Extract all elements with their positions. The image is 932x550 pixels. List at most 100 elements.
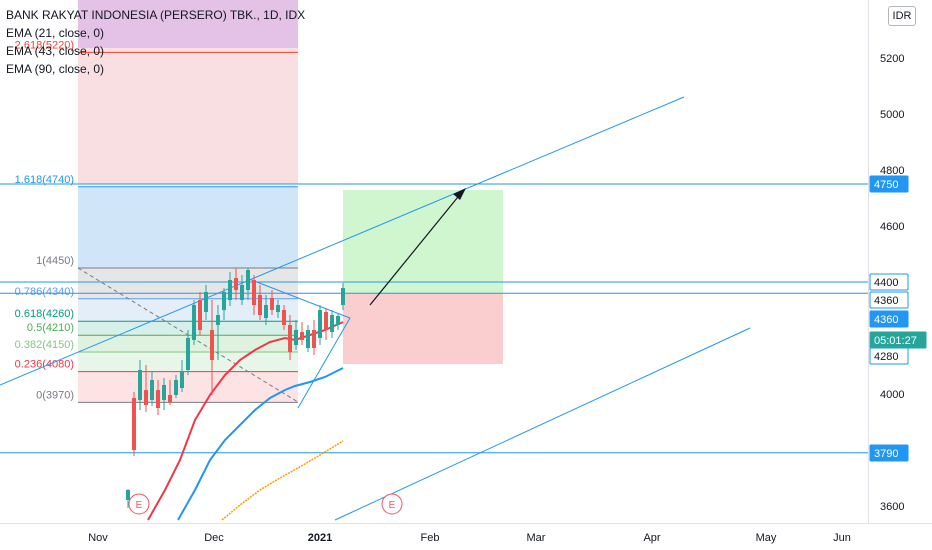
candle-body-23 [264, 305, 268, 318]
y-tick-5000: 5000 [880, 109, 904, 121]
candle-body-24 [270, 298, 274, 310]
ema-43-line [177, 367, 344, 521]
price-label-bg-2 [869, 291, 909, 309]
x-tick-3: Feb [421, 532, 440, 544]
candle-body-8 [174, 380, 178, 395]
currency-button[interactable]: IDR [888, 6, 916, 26]
y-tick-4800: 4800 [880, 165, 904, 177]
candle-body-30 [306, 330, 310, 348]
fib-zone-0618 [78, 321, 298, 336]
candle-body-28 [294, 330, 298, 345]
triangle-pattern [248, 278, 351, 409]
candle-body-31 [312, 330, 316, 348]
candle-body-27 [288, 325, 292, 352]
candle-body-35 [336, 316, 340, 325]
candle-body-20 [246, 270, 250, 290]
candle-body-11 [192, 305, 196, 340]
candle-body-19 [240, 285, 244, 300]
candle-body-15 [216, 315, 220, 325]
x-tick-2: 2021 [308, 532, 332, 544]
candle-body-29 [300, 332, 304, 340]
candle-body-4 [150, 380, 154, 400]
fib-zone-0786 [78, 298, 298, 322]
projection-arrow [369, 191, 463, 306]
x-tick-5: Apr [643, 532, 660, 544]
price-label-4: 05:01:27 [869, 331, 927, 349]
candle-body-32 [318, 310, 322, 338]
x-tick-4: Mar [527, 532, 546, 544]
candle-body-33 [324, 312, 328, 330]
price-label-bg-1 [869, 273, 909, 291]
price-label-1: 4400 [869, 273, 909, 291]
price-label-2: 4360 [869, 291, 909, 309]
candle-body-5 [156, 390, 160, 408]
candle-body-18 [234, 278, 238, 290]
price-axis-separator [868, 0, 869, 523]
fib-zone-0236 [78, 371, 298, 403]
x-tick-7: Jun [833, 532, 851, 544]
target-zone [343, 190, 503, 294]
price-label-bg-6 [869, 444, 909, 462]
candle-body-1 [132, 398, 136, 450]
fib-zone-1 [78, 268, 298, 299]
x-tick-0: Nov [88, 532, 108, 544]
candle-body-17 [228, 280, 232, 300]
price-label-5: 4280 [869, 347, 909, 365]
price-label-text-4: 05:01:27 [874, 335, 917, 347]
fib-label-6: 0.382(4150) [15, 339, 74, 351]
earnings-marker-0 [128, 493, 150, 515]
candle-body-2 [138, 370, 142, 400]
candle-body-26 [282, 310, 286, 325]
price-label-3: 4360 [869, 310, 909, 328]
earnings-marker-label-1: E [389, 500, 396, 511]
y-tick-5200: 5200 [880, 53, 904, 65]
fib-label-5: 0.5(4210) [27, 322, 74, 334]
fib-label-3: 0.786(4340) [15, 286, 74, 298]
fib-zone-top [78, 0, 298, 48]
lower-trendline [334, 327, 751, 521]
stop-zone [343, 293, 503, 364]
y-tick-4600: 4600 [880, 221, 904, 233]
fib-label-4: 0.618(4260) [15, 308, 74, 320]
price-label-text-1: 4400 [874, 277, 898, 289]
earnings-marker-label-0: E [136, 500, 143, 511]
candle-body-3 [144, 390, 148, 405]
price-label-text-6: 3790 [874, 448, 898, 460]
candle-body-13 [204, 292, 208, 312]
time-axis-separator [0, 523, 932, 524]
price-label-6: 3790 [869, 444, 909, 462]
fib-label-1: 1.618(4740) [15, 174, 74, 186]
y-tick-4000: 4000 [880, 389, 904, 401]
x-tick-1: Dec [204, 532, 224, 544]
price-label-text-0: 4750 [874, 179, 898, 191]
candle-body-36 [341, 288, 345, 305]
earnings-marker-1 [381, 493, 403, 515]
price-label-text-2: 4360 [874, 295, 898, 307]
fib-label-8: 0(3970) [36, 389, 74, 401]
candle-body-10 [186, 338, 190, 370]
candle-body-25 [276, 305, 280, 312]
candle-body-9 [180, 372, 184, 388]
candle-body-0 [126, 490, 130, 500]
candle-body-34 [330, 315, 334, 332]
candle-body-21 [252, 280, 256, 305]
upper-trendline [0, 96, 685, 386]
price-label-0: 4750 [869, 175, 909, 193]
candle-body-14 [210, 330, 214, 360]
y-tick-3600: 3600 [880, 501, 904, 513]
price-label-text-5: 4280 [874, 351, 898, 363]
ema-90-line [221, 440, 344, 521]
candle-body-22 [258, 295, 262, 315]
projection-arrowhead [453, 188, 466, 200]
candle-body-16 [222, 292, 226, 310]
candle-body-12 [198, 300, 202, 330]
price-label-bg-0 [869, 175, 909, 193]
price-label-bg-5 [869, 347, 909, 365]
price-label-bg-3 [869, 310, 909, 328]
candle-body-6 [162, 385, 166, 400]
fib-label-2: 1(4450) [36, 255, 74, 267]
fib-zone-1618 [78, 186, 298, 268]
candle-body-7 [168, 395, 172, 402]
